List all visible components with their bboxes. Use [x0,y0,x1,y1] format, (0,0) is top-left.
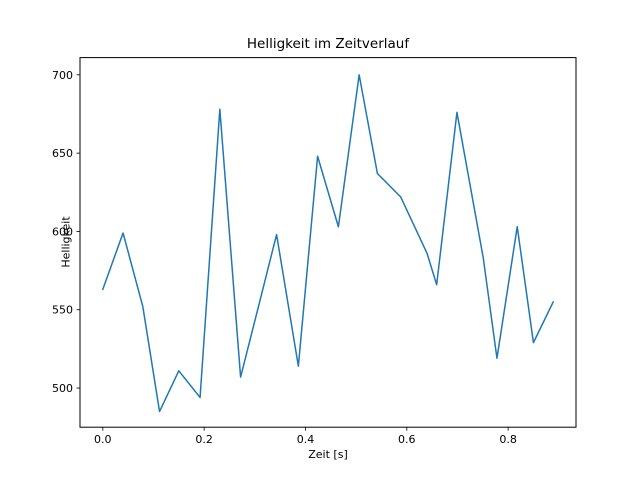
y-tick-label: 650 [52,147,73,160]
data-line [102,74,554,413]
x-tick-label: 0.0 [94,433,112,446]
x-tick-label: 0.8 [499,433,517,446]
x-axis-label: Zeit [s] [308,448,348,461]
y-tick-label: 700 [52,69,73,82]
y-tick-label: 500 [52,382,73,395]
plot-border [79,57,577,428]
y-axis-label: Helligkeit [59,216,73,268]
y-tick-label: 600 [52,225,73,238]
x-tick-label: 0.4 [297,433,315,446]
y-tick-label: 550 [52,304,73,317]
x-tick-label: 0.6 [398,433,416,446]
x-tick-label: 0.2 [195,433,213,446]
chart-title: Helligkeit im Zeitverlauf [246,36,410,52]
